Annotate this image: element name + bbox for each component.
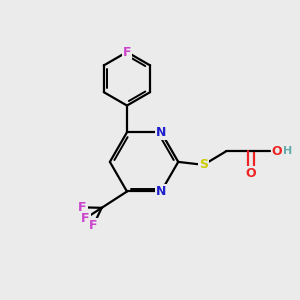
Text: O: O	[246, 167, 256, 180]
Text: H: H	[283, 146, 292, 157]
Text: S: S	[199, 158, 208, 171]
Text: F: F	[123, 46, 131, 59]
Text: F: F	[81, 212, 90, 225]
Text: N: N	[156, 185, 166, 198]
Text: F: F	[89, 219, 98, 232]
Text: O: O	[272, 145, 282, 158]
Text: N: N	[156, 126, 166, 139]
Text: F: F	[78, 201, 87, 214]
